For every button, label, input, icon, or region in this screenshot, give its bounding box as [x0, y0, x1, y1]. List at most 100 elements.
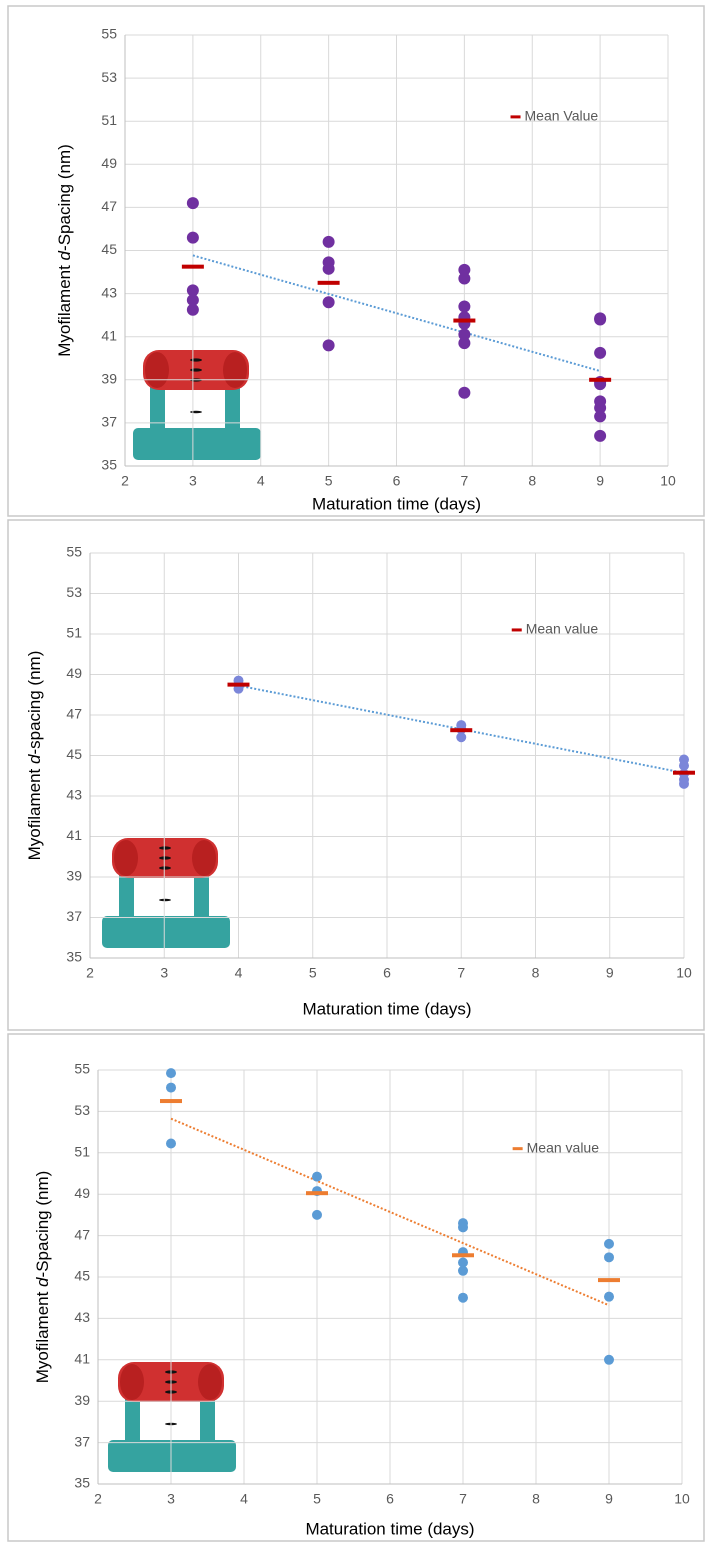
- x-tick-label: 3: [167, 1491, 175, 1507]
- point: [604, 1239, 614, 1249]
- x-tick-label: 6: [393, 473, 401, 489]
- point: [166, 1083, 176, 1093]
- point: [458, 337, 470, 349]
- y-tick-label: 39: [74, 1392, 90, 1408]
- point: [166, 1068, 176, 1078]
- icon: [133, 350, 261, 460]
- y-tick-label: 35: [101, 457, 117, 473]
- y-tick-label: 53: [101, 69, 117, 85]
- point: [458, 301, 470, 313]
- x-tick-label: 2: [121, 473, 129, 489]
- x-axis-title: Maturation time (days): [305, 1519, 474, 1538]
- y-axis-title-part: -Spacing (nm): [33, 1171, 52, 1278]
- legend-label: Mean Value: [525, 108, 599, 124]
- mean-marker: [318, 281, 340, 285]
- point: [312, 1172, 322, 1182]
- mean-marker: [452, 1253, 474, 1257]
- mean-marker: [673, 771, 695, 775]
- y-tick-label: 45: [66, 746, 82, 762]
- x-tick-label: 3: [160, 965, 168, 981]
- y-axis-title-part: Myofilament: [33, 1287, 52, 1383]
- y-axis-title-part: Myofilament: [55, 260, 74, 356]
- legend-marker: [512, 628, 522, 631]
- x-tick-label: 4: [257, 473, 265, 489]
- y-tick-label: 51: [101, 112, 117, 128]
- y-tick-label: 43: [101, 284, 117, 300]
- point: [323, 296, 335, 308]
- legend-marker: [511, 115, 521, 118]
- x-tick-label: 4: [240, 1491, 248, 1507]
- panel-frame: [8, 520, 704, 1030]
- x-tick-label: 5: [309, 965, 317, 981]
- y-axis-title: Myofilament d-Spacing (nm): [55, 144, 74, 357]
- mean-marker: [306, 1191, 328, 1195]
- y-tick-label: 51: [66, 625, 82, 641]
- mean-marker: [450, 728, 472, 732]
- point: [187, 304, 199, 316]
- y-tick-label: 39: [66, 868, 82, 884]
- x-tick-label: 9: [596, 473, 604, 489]
- y-tick-label: 49: [66, 665, 82, 681]
- x-tick-label: 7: [457, 965, 465, 981]
- y-tick-label: 35: [74, 1475, 90, 1491]
- y-tick-label: 37: [74, 1433, 90, 1449]
- y-tick-label: 41: [101, 327, 117, 343]
- point: [458, 1222, 468, 1232]
- point: [594, 347, 606, 359]
- point: [187, 232, 199, 244]
- x-tick-label: 2: [94, 1491, 102, 1507]
- x-tick-label: 10: [676, 965, 692, 981]
- y-tick-label: 47: [101, 198, 117, 214]
- y-tick-label: 39: [101, 371, 117, 387]
- point: [456, 732, 466, 742]
- y-tick-label: 53: [74, 1102, 90, 1118]
- x-axis-title: Maturation time (days): [312, 494, 481, 513]
- point: [458, 387, 470, 399]
- x-tick-label: 10: [674, 1491, 690, 1507]
- mean-marker: [589, 378, 611, 382]
- x-tick-label: 7: [460, 473, 468, 489]
- y-axis-title-part: -Spacing (nm): [55, 144, 74, 251]
- x-tick-label: 6: [383, 965, 391, 981]
- y-tick-label: 53: [66, 584, 82, 600]
- x-tick-label: 2: [86, 965, 94, 981]
- x-tick-label: 9: [605, 1491, 613, 1507]
- y-tick-label: 45: [74, 1268, 90, 1284]
- y-tick-label: 41: [66, 827, 82, 843]
- point: [594, 430, 606, 442]
- y-tick-label: 43: [66, 787, 82, 803]
- y-tick-label: 49: [74, 1185, 90, 1201]
- mean-marker: [182, 265, 204, 269]
- x-tick-label: 5: [313, 1491, 321, 1507]
- y-tick-label: 47: [66, 706, 82, 722]
- icon: [108, 1362, 236, 1472]
- y-tick-label: 55: [66, 544, 82, 560]
- y-axis-title-part: -spacing (nm): [25, 651, 44, 755]
- x-tick-label: 8: [528, 473, 536, 489]
- y-tick-label: 37: [66, 908, 82, 924]
- x-axis-title: Maturation time (days): [302, 999, 471, 1018]
- x-tick-label: 8: [532, 1491, 540, 1507]
- legend-label: Mean value: [527, 1139, 600, 1155]
- mean-marker: [160, 1099, 182, 1103]
- point: [604, 1252, 614, 1262]
- y-tick-label: 35: [66, 949, 82, 965]
- point: [187, 197, 199, 209]
- x-tick-label: 10: [660, 473, 676, 489]
- x-tick-label: 8: [532, 965, 540, 981]
- legend-marker: [513, 1147, 523, 1150]
- point: [458, 273, 470, 285]
- y-tick-label: 47: [74, 1226, 90, 1242]
- point: [323, 339, 335, 351]
- x-tick-label: 3: [189, 473, 197, 489]
- x-tick-label: 7: [459, 1491, 467, 1507]
- point: [323, 263, 335, 275]
- y-axis-title-part: Myofilament: [25, 764, 44, 860]
- icon: [102, 838, 230, 948]
- x-tick-label: 9: [606, 965, 614, 981]
- point: [312, 1210, 322, 1220]
- y-tick-label: 43: [74, 1309, 90, 1325]
- y-axis-title: Myofilament d-Spacing (nm): [33, 1171, 52, 1384]
- y-tick-label: 49: [101, 155, 117, 171]
- point: [323, 236, 335, 248]
